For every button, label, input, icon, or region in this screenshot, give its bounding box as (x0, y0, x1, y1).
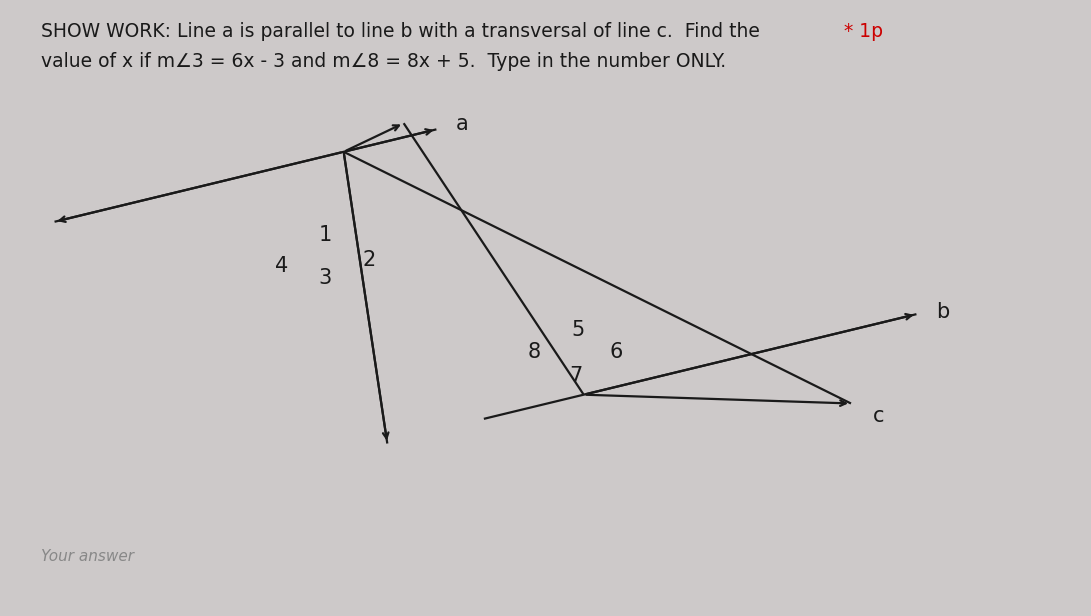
Text: value of x if m∠3 = 6x - 3 and m∠8 = 8x + 5.  Type in the number ONLY.: value of x if m∠3 = 6x - 3 and m∠8 = 8x … (41, 52, 727, 71)
Text: 7: 7 (570, 366, 583, 386)
Text: 4: 4 (275, 256, 288, 276)
Text: c: c (873, 406, 885, 426)
Text: 3: 3 (319, 269, 332, 288)
Text: 5: 5 (572, 320, 585, 339)
Text: SHOW WORK: Line a is parallel to line b with a transversal of line c.  Find the: SHOW WORK: Line a is parallel to line b … (41, 22, 766, 41)
Text: * 1p: * 1p (844, 22, 884, 41)
Text: a: a (456, 115, 469, 134)
Text: Your answer: Your answer (41, 549, 134, 564)
Text: 2: 2 (362, 250, 375, 270)
Text: 1: 1 (319, 225, 332, 245)
Text: 8: 8 (528, 342, 541, 362)
Text: 6: 6 (610, 342, 623, 362)
Text: b: b (936, 302, 949, 322)
